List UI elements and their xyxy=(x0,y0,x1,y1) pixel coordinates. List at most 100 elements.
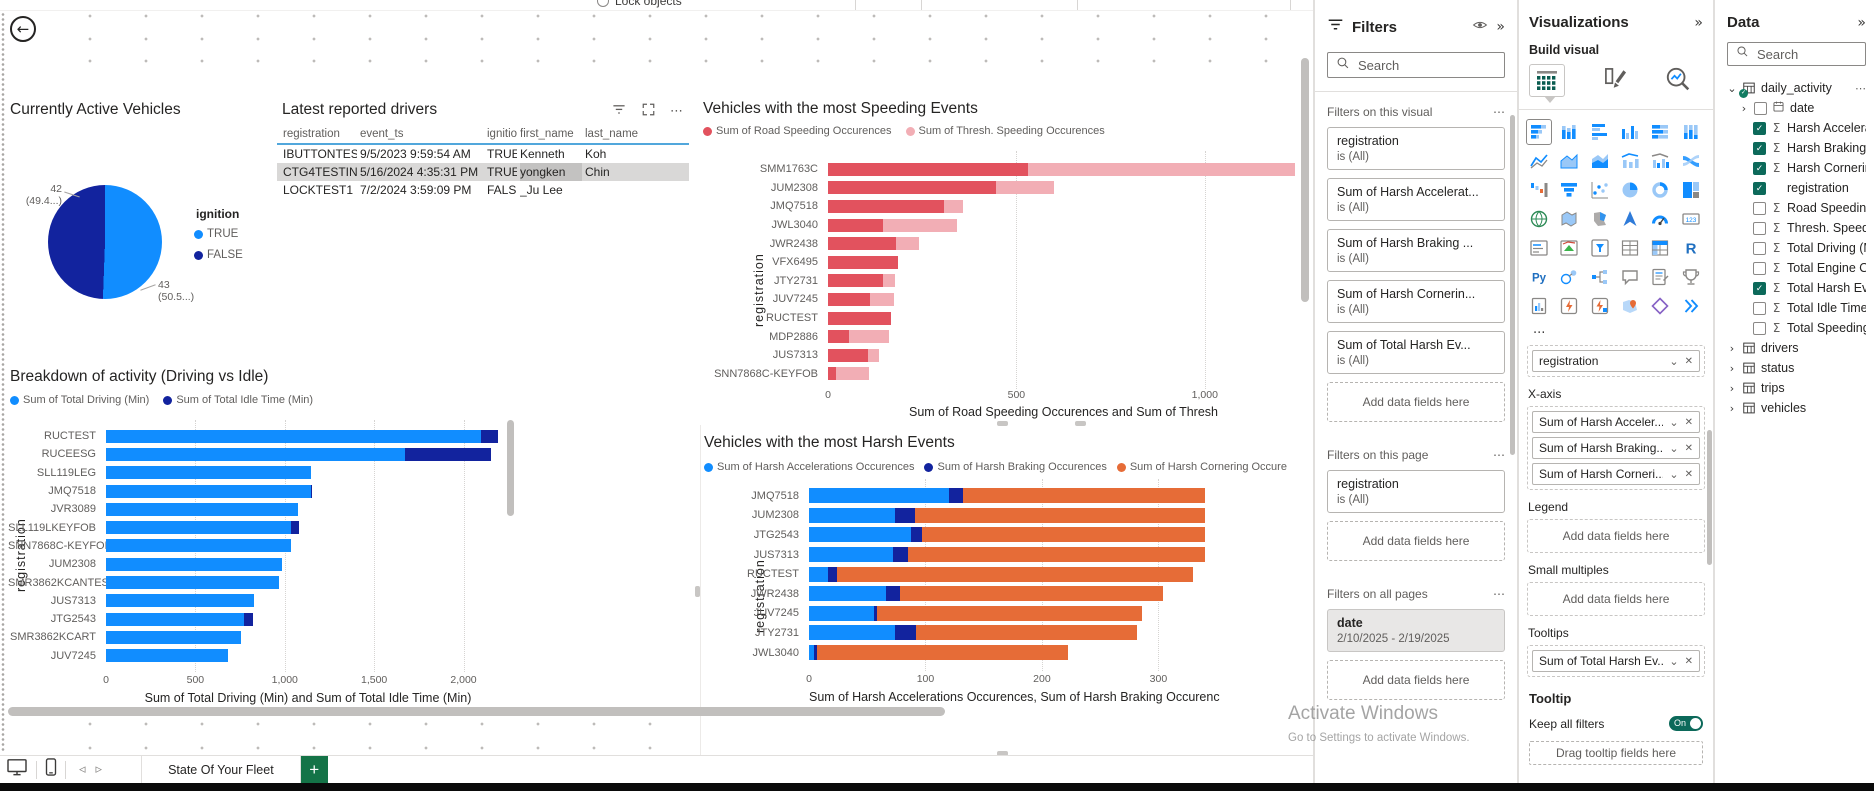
column-header-last_name[interactable]: last_name xyxy=(585,128,639,140)
bar-segment[interactable] xyxy=(828,274,883,288)
python-visual-icon[interactable]: Py xyxy=(1527,265,1551,289)
filter-card-date[interactable]: date 2/10/2025 - 2/19/2025 xyxy=(1327,609,1505,652)
bar-track[interactable] xyxy=(828,162,1299,176)
data-search[interactable] xyxy=(1727,42,1866,66)
bar-track[interactable] xyxy=(828,292,1299,306)
resize-handle[interactable] xyxy=(997,751,1008,755)
filters-pane-scrollbar[interactable] xyxy=(1510,115,1515,455)
page-tab-state-of-your-fleet[interactable]: State Of Your Fleet xyxy=(141,755,301,784)
field-remove-icon[interactable]: ✕ xyxy=(1684,655,1693,667)
field-dropdown-icon[interactable]: ⌄ xyxy=(1669,467,1679,481)
bar-segment[interactable] xyxy=(921,527,1205,543)
bar-segment[interactable] xyxy=(867,348,879,362)
bar-track[interactable] xyxy=(106,649,510,663)
field-checkbox[interactable] xyxy=(1753,321,1766,335)
bar-track[interactable] xyxy=(809,547,1205,563)
drag-tooltip-fields-dropzone[interactable]: Drag tooltip fields here xyxy=(1529,741,1703,765)
bar-segment[interactable] xyxy=(874,605,877,621)
pie-chart-icon[interactable] xyxy=(1618,178,1642,202)
bar-row[interactable]: SLL119LKEYFOB xyxy=(8,518,516,536)
bar-row[interactable]: JWR2438 xyxy=(700,234,1313,253)
bar-segment[interactable] xyxy=(828,218,883,232)
field-node-total-harsh-eve-[interactable]: ✓ Σ Total Harsh Eve... xyxy=(1727,278,1866,298)
bar-segment[interactable] xyxy=(828,199,945,213)
bar-row[interactable]: JTG2543 xyxy=(8,610,516,628)
key-influencers-icon[interactable] xyxy=(1557,265,1581,289)
bar-row[interactable]: JMQ7518 xyxy=(700,197,1313,216)
bar-row[interactable]: SNN7868C-KEYFOB xyxy=(700,365,1313,384)
field-node-registration[interactable]: ✓ registration xyxy=(1727,178,1866,198)
bar-row[interactable]: RUCTEST xyxy=(701,564,1313,584)
bar-rows[interactable]: SMM1763C JUM2308 JMQ7518 JWL3040 JWR2438 VFX6… xyxy=(700,160,1313,383)
pbi-custom-visual-icon[interactable] xyxy=(1648,294,1672,318)
field-checkbox[interactable]: ✓ xyxy=(1753,281,1766,295)
collapse-pane-icon[interactable]: » xyxy=(1857,14,1866,31)
bar-segment[interactable] xyxy=(809,527,912,543)
more-options-icon[interactable]: ⋯ xyxy=(670,104,683,119)
area-chart-icon[interactable] xyxy=(1557,149,1581,173)
bar-row[interactable]: JUS7313 xyxy=(701,545,1313,565)
card-icon[interactable]: 123 xyxy=(1679,207,1703,231)
bar-row[interactable]: JWR2438 xyxy=(701,584,1313,604)
filters-search[interactable] xyxy=(1327,52,1505,78)
bar-segment[interactable] xyxy=(914,507,1205,523)
field-checkbox[interactable]: ✓ xyxy=(1753,141,1766,155)
funnel-chart-icon[interactable] xyxy=(1557,178,1581,202)
bar-segment[interactable] xyxy=(809,507,896,523)
bar-track[interactable] xyxy=(106,594,510,608)
waterfall-chart-icon[interactable] xyxy=(1527,178,1551,202)
field-node-total-speeding-[interactable]: Σ Total Speeding ... xyxy=(1727,318,1866,338)
table-node-daily_activity[interactable]: ⌄ ✓ daily_activity ⋯ xyxy=(1727,78,1866,98)
field-dropdown-icon[interactable]: ⌄ xyxy=(1669,441,1679,455)
visualizations-pane[interactable]: Visualizations » Build visual 123 R Py ...… xyxy=(1519,0,1713,783)
filter-card-sum-of-harsh-braking-[interactable]: Sum of Harsh Braking ... is (All) xyxy=(1327,229,1505,272)
well-dropzone[interactable]: Sum of Harsh Acceler... ⌄ ✕ Sum of Harsh Br… xyxy=(1527,406,1705,490)
field-node-harsh-accelerat-[interactable]: ✓ Σ Harsh Accelerat... xyxy=(1727,118,1866,138)
bar-row[interactable]: JWL3040 xyxy=(700,216,1313,235)
bar-segment[interactable] xyxy=(106,576,280,590)
eye-icon[interactable] xyxy=(1472,17,1488,38)
bar-segment[interactable] xyxy=(809,605,875,621)
bar-track[interactable] xyxy=(809,527,1205,543)
well-dropzone[interactable]: Add data fields here xyxy=(1527,582,1705,616)
field-node-thresh-speedin-[interactable]: Σ Thresh. Speedin... xyxy=(1727,218,1866,238)
legend-item[interactable]: Sum of Road Speeding Occurences xyxy=(703,125,892,137)
qa-visual-icon[interactable] xyxy=(1618,265,1642,289)
bar-segment[interactable] xyxy=(944,199,963,213)
field-checkbox[interactable] xyxy=(1753,241,1766,255)
legend-item[interactable]: Sum of Total Driving (Min) xyxy=(10,394,149,406)
bar-track[interactable] xyxy=(828,274,1299,288)
viz-pane-scrollbar[interactable] xyxy=(1707,430,1712,565)
column-header-first_name[interactable]: first_name xyxy=(520,128,574,140)
bar-row[interactable]: JUM2308 xyxy=(700,179,1313,198)
bar-row[interactable]: RUCTEST xyxy=(700,309,1313,328)
field-node-total-engine-on-[interactable]: Σ Total Engine On... xyxy=(1727,258,1866,278)
add-data-fields-dropzone[interactable]: Add data fields here xyxy=(1327,382,1505,422)
bar-chart-harsh-events[interactable]: Vehicles with the most Harsh Events Sum … xyxy=(700,425,1313,755)
field-node-total-driving-m-[interactable]: Σ Total Driving (M... xyxy=(1727,238,1866,258)
add-data-fields-dropzone[interactable]: Add data fields here xyxy=(1327,521,1505,561)
chart-legend[interactable]: Sum of Total Driving (Min) Sum of Total I… xyxy=(10,394,516,406)
add-data-fields-dropzone[interactable]: Add data fields here xyxy=(1327,660,1505,700)
legend-item-true[interactable]: TRUE xyxy=(194,228,238,240)
bar-segment[interactable] xyxy=(896,237,920,251)
legend-item[interactable]: Sum of Thresh. Speeding Occurences xyxy=(905,125,1105,137)
bar-track[interactable] xyxy=(828,218,1299,232)
tab-analytics[interactable] xyxy=(1664,65,1691,97)
bar-segment[interactable] xyxy=(106,612,244,626)
bar-track[interactable] xyxy=(106,466,510,480)
shape-map-icon[interactable] xyxy=(1588,207,1612,231)
resize-handle[interactable] xyxy=(997,421,1008,426)
bar-segment[interactable] xyxy=(962,488,1205,504)
donut-chart-icon[interactable] xyxy=(1648,178,1672,202)
chart-legend[interactable]: Sum of Harsh Accelerations Occurences Sum… xyxy=(704,461,1313,473)
bar-row[interactable]: SMM1763C xyxy=(700,160,1313,179)
table-row[interactable]: LOCKTEST1 7/2/2024 3:59:09 PM FALSE_Ju Lee xyxy=(277,181,689,199)
filter-card-registration[interactable]: registration is (All) xyxy=(1327,127,1505,170)
field-node-road-speeding-[interactable]: Σ Road Speeding ... xyxy=(1727,198,1866,218)
slicer-icon[interactable] xyxy=(1588,236,1612,260)
smart-narrative-icon[interactable] xyxy=(1648,265,1672,289)
field-checkbox[interactable] xyxy=(1753,301,1766,315)
